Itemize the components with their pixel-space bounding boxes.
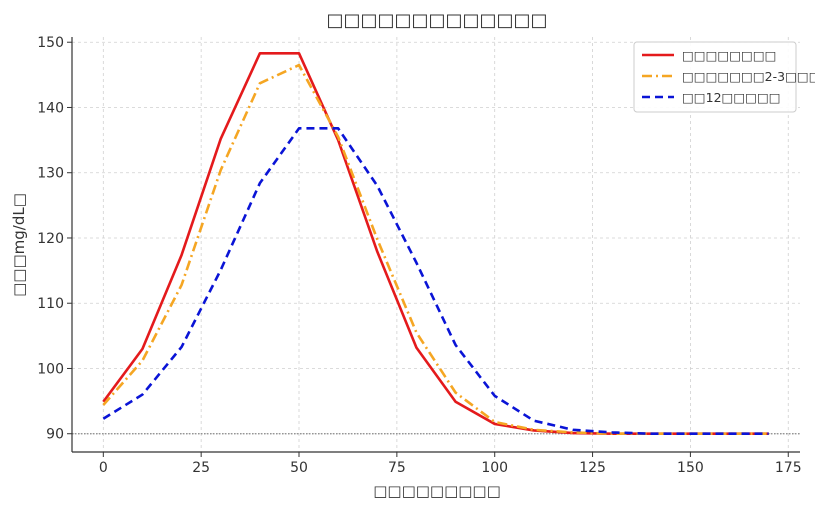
x-tick-label: 75 <box>388 460 406 476</box>
series-line-3 <box>102 127 769 436</box>
x-tick-label: 25 <box>192 460 210 476</box>
legend-label: □□□□□□□2-3□□□ <box>682 69 815 84</box>
y-axis-label: □□□mg/dL□ <box>10 193 28 297</box>
x-tick-label: 100 <box>481 460 508 476</box>
axes: 0 25 50 75 100 125 150 175 90 100 110 120 130 140 150 <box>37 35 801 476</box>
legend: □□□□□□□□ □□□□□□□2-3□□□ □□12□□□□□ <box>633 41 815 113</box>
x-tick-label: 125 <box>579 460 606 476</box>
legend-box <box>633 41 797 113</box>
legend-label: □□□□□□□□ <box>682 48 776 63</box>
x-axis-label: □□□□□□□□□ <box>373 482 501 500</box>
y-tick-label: 120 <box>37 231 64 247</box>
x-tick-label: 150 <box>677 460 704 476</box>
y-tick-label: 110 <box>37 296 64 312</box>
y-tick-label: 150 <box>37 35 64 51</box>
y-tick-label: 140 <box>37 100 64 116</box>
x-tick-label: 175 <box>775 460 802 476</box>
y-tick-label: 100 <box>37 361 64 377</box>
legend-label: □□12□□□□□ <box>682 90 781 105</box>
series-group <box>102 52 769 436</box>
x-tick-label: 0 <box>99 460 108 476</box>
series-line-2 <box>102 63 769 436</box>
x-tick-label: 50 <box>290 460 308 476</box>
y-tick-label: 130 <box>37 166 64 182</box>
y-tick-label: 90 <box>46 427 64 443</box>
chart-title: □□□□□□□□□□□□□ <box>326 10 547 31</box>
